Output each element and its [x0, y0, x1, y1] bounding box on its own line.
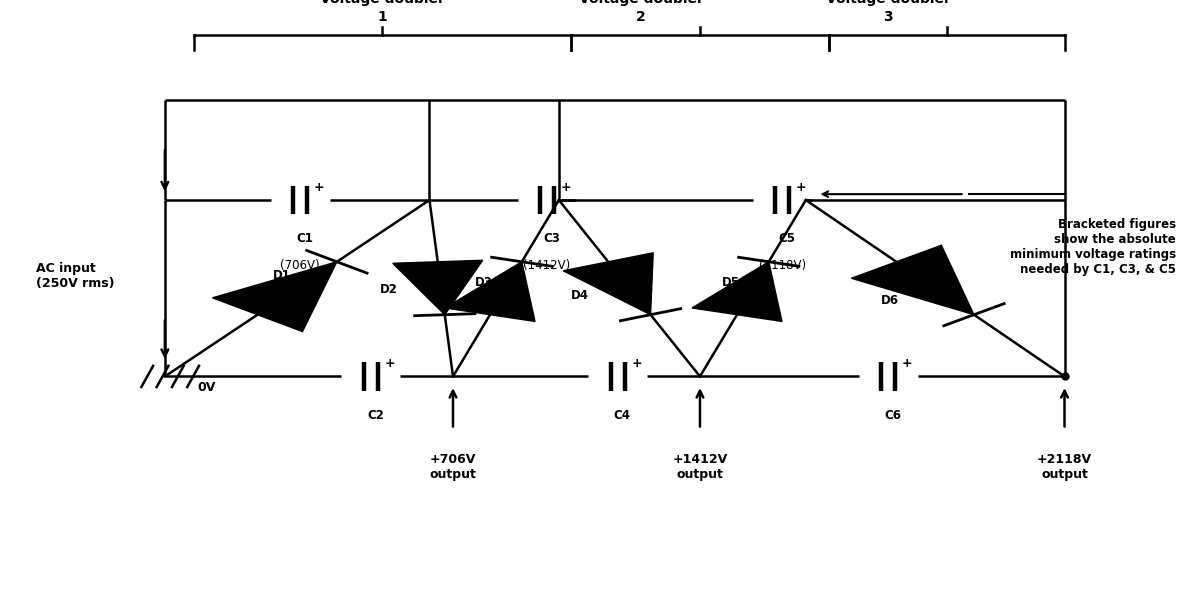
- Text: +: +: [901, 357, 912, 370]
- Text: +: +: [560, 181, 571, 194]
- Text: +: +: [384, 357, 395, 370]
- Text: Bracketed figures
show the absolute
minimum voltage ratings
needed by C1, C3, & : Bracketed figures show the absolute mini…: [1010, 218, 1176, 276]
- Text: 3: 3: [883, 10, 893, 23]
- Polygon shape: [212, 262, 337, 332]
- Polygon shape: [392, 260, 482, 314]
- Text: C5: C5: [779, 232, 796, 245]
- Text: +706V
output: +706V output: [430, 453, 476, 481]
- Text: +2118V
output: +2118V output: [1037, 453, 1092, 481]
- Text: 0V: 0V: [198, 380, 216, 394]
- Text: +: +: [796, 181, 806, 194]
- Polygon shape: [563, 253, 653, 314]
- Text: C1: C1: [296, 232, 313, 245]
- Text: D5: D5: [722, 276, 740, 289]
- Text: +: +: [631, 357, 642, 370]
- Polygon shape: [445, 262, 535, 322]
- Text: (706V): (706V): [281, 259, 320, 272]
- Text: Voltage doubler: Voltage doubler: [320, 0, 445, 6]
- Text: C3: C3: [544, 232, 560, 245]
- Text: +1412V
output: +1412V output: [672, 453, 727, 481]
- Text: D1: D1: [272, 269, 290, 283]
- Polygon shape: [851, 245, 974, 314]
- Text: Voltage doubler: Voltage doubler: [826, 0, 950, 6]
- Text: Voltage doubler: Voltage doubler: [578, 0, 703, 6]
- Text: +: +: [313, 181, 324, 194]
- Text: C4: C4: [614, 409, 631, 422]
- Text: D3: D3: [475, 276, 493, 289]
- Polygon shape: [692, 262, 782, 322]
- Text: C6: C6: [884, 409, 901, 422]
- Text: D2: D2: [379, 283, 397, 296]
- Text: (2118V): (2118V): [758, 259, 806, 272]
- Text: D4: D4: [570, 289, 588, 302]
- Text: AC input
(250V rms): AC input (250V rms): [36, 262, 114, 290]
- Text: 2: 2: [636, 10, 646, 23]
- Text: (1412V): (1412V): [523, 259, 571, 272]
- Text: C2: C2: [367, 409, 384, 422]
- Text: 1: 1: [378, 10, 388, 23]
- Text: D6: D6: [881, 294, 899, 307]
